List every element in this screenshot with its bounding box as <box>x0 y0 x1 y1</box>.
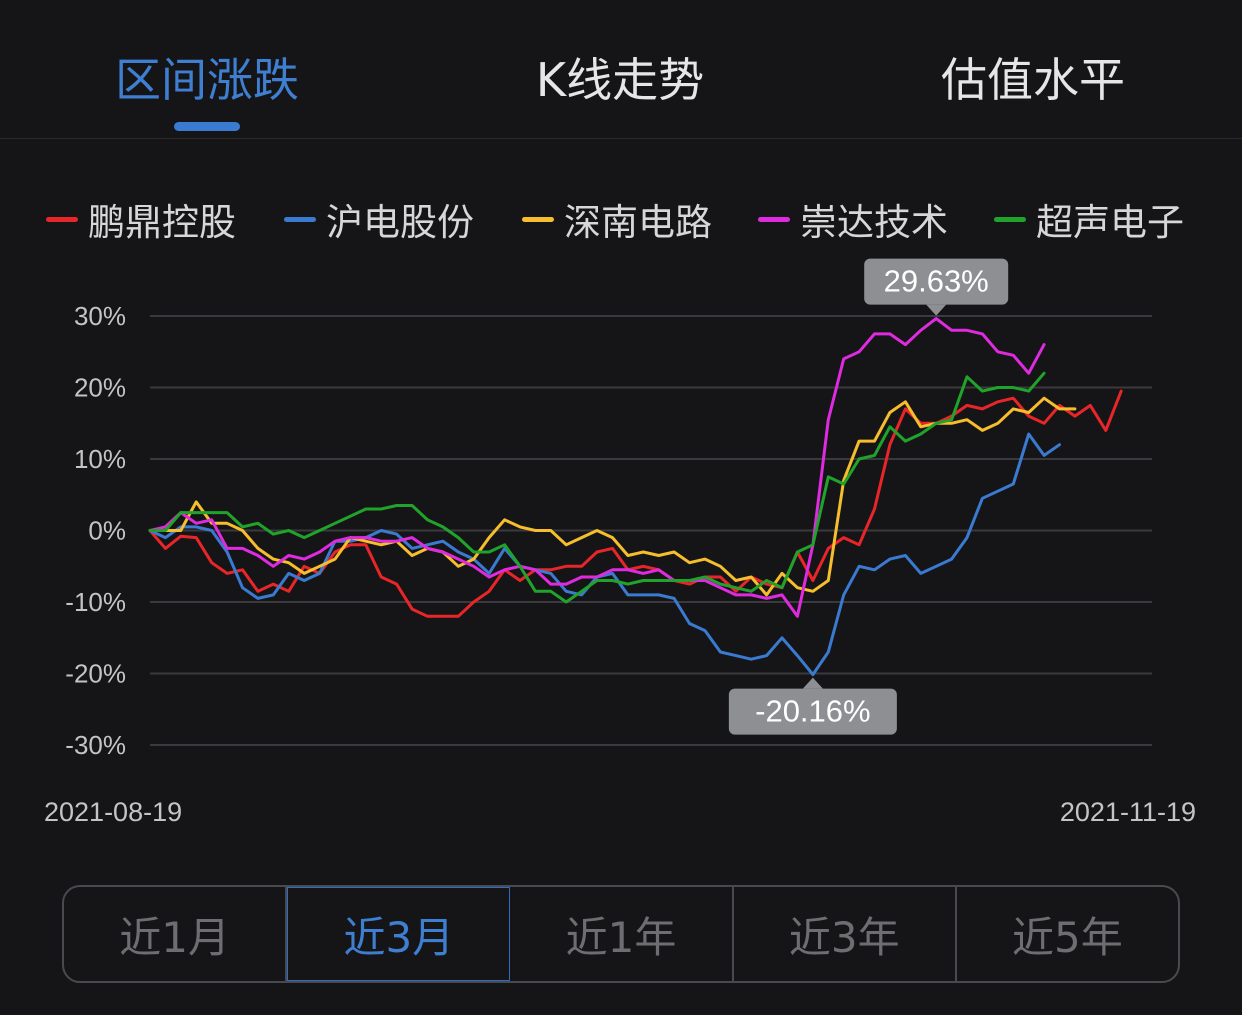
legend-item-hudian: 沪电股份 <box>284 192 474 246</box>
tab-range-change[interactable]: 区间涨跌 <box>115 53 299 107</box>
line-chart: 30% 20% 10% 0% -10% -20% -30% 29.63% -20.16% 20… <box>44 258 1196 827</box>
y-tick-label: 30% <box>74 301 126 331</box>
legend-label: 崇达技术 <box>800 201 948 244</box>
y-tick-label: -10% <box>65 587 126 617</box>
legend-swatch <box>522 216 554 222</box>
legend-label: 沪电股份 <box>326 201 474 244</box>
y-tick-label: 0% <box>88 516 126 546</box>
legend-item-chongda: 崇达技术 <box>758 192 948 246</box>
legend-item-chaosheng: 超声电子 <box>994 192 1184 246</box>
period-3-years[interactable]: 近3年 <box>734 887 957 981</box>
annotation-text: 29.63% <box>884 264 989 299</box>
legend-label: 深南电路 <box>564 201 712 244</box>
legend-swatch <box>758 216 790 222</box>
series-line-3 <box>148 396 1077 597</box>
period-3-months[interactable]: 近3月 <box>287 887 511 981</box>
period-selector: 近1月 近3月 近1年 近3年 近5年 <box>62 885 1180 983</box>
legend-item-pengding: 鹏鼎控股 <box>46 192 236 246</box>
tab-valuation[interactable]: 估值水平 <box>941 53 1125 107</box>
x-start-label: 2021-08-19 <box>44 797 182 827</box>
x-end-label: 2021-11-19 <box>1060 797 1196 827</box>
y-tick-label: 10% <box>74 444 126 474</box>
annotation-box <box>728 688 897 735</box>
y-tick-label: 20% <box>74 373 126 403</box>
series-line-4 <box>148 317 1046 618</box>
legend-swatch <box>284 216 316 222</box>
legend-label: 超声电子 <box>1036 201 1184 244</box>
annotation-box <box>864 258 1009 305</box>
tab-bar: 区间涨跌 K线走势 估值水平 <box>0 0 1242 139</box>
period-5-years[interactable]: 近5年 <box>1012 912 1123 962</box>
period-1-month[interactable]: 近1月 <box>64 887 288 981</box>
legend-label: 鹏鼎控股 <box>88 201 236 244</box>
legend-swatch <box>46 216 78 222</box>
active-tab-indicator <box>174 122 240 131</box>
y-tick-label: -30% <box>65 730 126 760</box>
period-1-year[interactable]: 近1年 <box>510 887 734 981</box>
annotation-text: -20.16% <box>755 694 870 729</box>
series-line-5 <box>148 371 1046 604</box>
annotation-label-1: 29.63% <box>864 258 1009 316</box>
annotation-pointer <box>802 677 823 689</box>
annotation-label-2: -20.16% <box>728 677 897 735</box>
chart-legend: 鹏鼎控股 沪电股份 深南电路 崇达技术 超声电子 <box>0 192 1242 252</box>
legend-swatch <box>994 216 1026 222</box>
series-line-2 <box>148 432 1061 677</box>
y-tick-label: -20% <box>65 659 126 689</box>
tab-kline-trend[interactable]: K线走势 <box>535 53 705 107</box>
legend-item-shennan: 深南电路 <box>522 192 712 246</box>
annotation-pointer <box>926 304 947 316</box>
